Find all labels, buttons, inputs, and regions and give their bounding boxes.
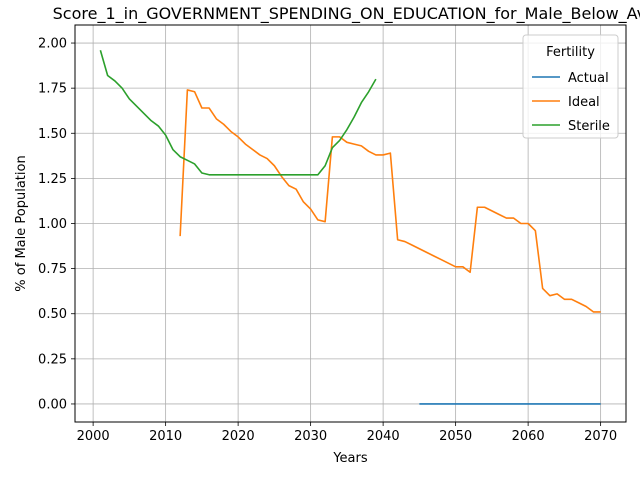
x-tick-label: 2030 [294,429,327,444]
y-tick-label: 0.75 [38,262,67,277]
legend-label-actual: Actual [568,71,609,86]
x-axis-ticks: 2000 2010 2020 2030 2040 2050 2060 2070 [77,422,617,444]
x-tick-label: 2040 [367,429,400,444]
legend: Fertility Actual Ideal Sterile [522,34,619,139]
chart-title: Score_1_in_GOVERNMENT_SPENDING_ON_EDUCAT… [53,4,640,24]
y-tick-label: 0.50 [38,307,67,322]
series-lines [99,50,601,405]
legend-box [522,34,619,139]
x-tick-label: 2070 [584,429,617,444]
y-tick-label: 2.00 [38,37,67,52]
y-tick-label: 1.00 [38,217,67,232]
x-axis-label: Years [332,451,368,466]
y-tick-label: 1.25 [38,172,67,187]
y-tick-label: 1.75 [38,82,67,97]
x-tick-label: 2050 [439,429,472,444]
y-tick-label: 0.00 [38,397,67,412]
y-tick-label: 0.25 [38,352,67,367]
series-line-sterile [99,50,377,176]
y-tick-label: 1.50 [38,127,67,142]
y-axis-label: % of Male Population [14,155,29,291]
x-tick-label: 2000 [77,429,110,444]
legend-label-sterile: Sterile [568,119,610,134]
legend-title: Fertility [546,45,595,60]
series-line-ideal [179,89,601,313]
y-axis-ticks: 0.00 0.25 0.50 0.75 1.00 1.25 1.50 1.75 2.00 [38,37,75,412]
x-tick-label: 2010 [149,429,182,444]
x-tick-label: 2020 [222,429,255,444]
legend-label-ideal: Ideal [568,95,600,110]
x-tick-label: 2060 [512,429,545,444]
